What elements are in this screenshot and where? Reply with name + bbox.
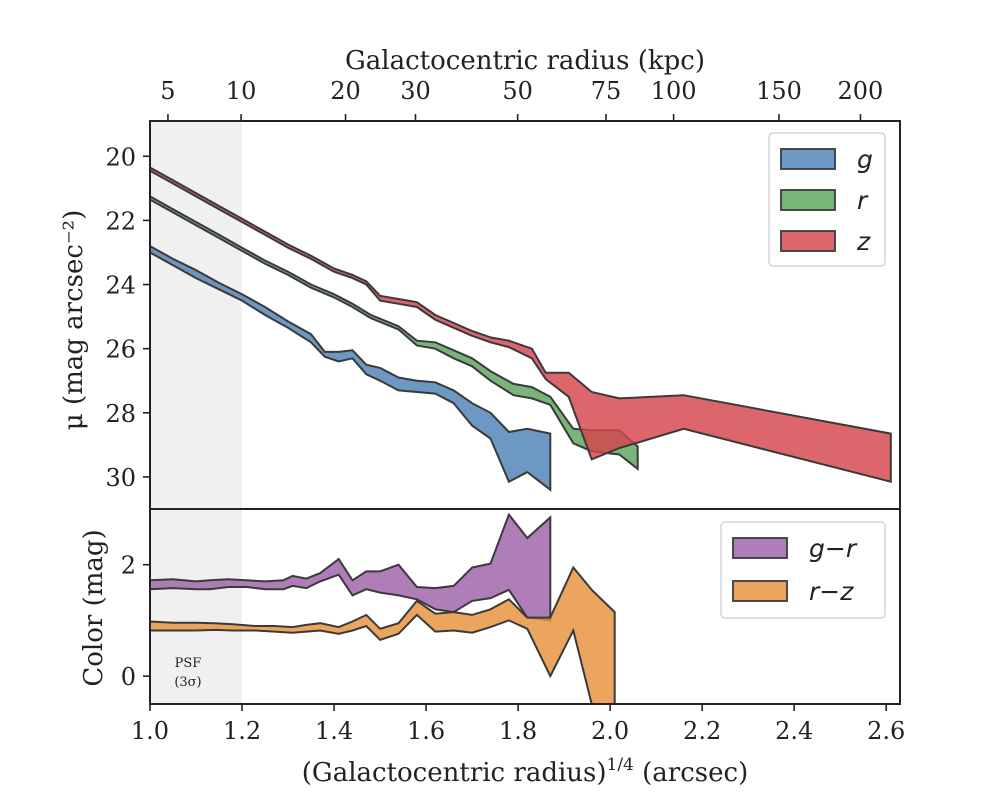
legend-top-label-1: r — [857, 186, 869, 215]
x-tick-label-2.0: 2.0 — [591, 717, 629, 745]
top-x-tick-label-50: 50 — [502, 77, 533, 105]
y-tick-label-top-28: 28 — [105, 400, 136, 428]
surface-brightness-panel: 20 22 24 26 28 30 5 10 20 30 50 75 100 150 200 grz — [105, 77, 901, 510]
top-x-tick-label-200: 200 — [838, 77, 884, 105]
y-tick-label-bottom-0: 0 — [121, 663, 136, 691]
top-x-tick-label-30: 30 — [400, 77, 431, 105]
x-axis-title-exponent: 1/4 — [607, 755, 634, 775]
psf-label-line-0: PSF — [175, 656, 202, 671]
legend-top: grz — [768, 132, 886, 267]
top-x-tick-label-75: 75 — [591, 77, 622, 105]
y-axis-title-bottom: Color (mag) — [79, 529, 109, 686]
x-axis-title: (Galactocentric radius)1/4 (arcsec) — [302, 755, 748, 788]
psf-label-line-1: (3σ) — [174, 675, 201, 690]
legend-bottom-box — [720, 521, 886, 619]
top-x-tick-label-20: 20 — [330, 77, 361, 105]
top-axis-title: Galactocentric radius (kpc) — [345, 46, 705, 76]
y-tick-label-top-24: 24 — [105, 272, 136, 300]
top-x-tick-label-10: 10 — [226, 77, 257, 105]
top-bands — [150, 166, 892, 492]
color-panel: 0 2 1.0 1.2 1.4 1.6 1.8 2.0 2.2 2.4 2.6 PSF (3σ) g−r r… — [121, 508, 905, 745]
psf-region-bottom — [150, 509, 243, 704]
y-tick-label-top-26: 26 — [105, 336, 136, 364]
psf-region-top — [150, 121, 243, 509]
x-tick-label-1.6: 1.6 — [407, 717, 445, 745]
y-tick-label-top-30: 30 — [105, 464, 136, 492]
y-tick-label-bottom-2: 2 — [121, 552, 136, 580]
legend-top-swatch-2 — [780, 230, 836, 252]
legend-bottom: g−r r−z — [720, 521, 886, 619]
top-x-tick-label-100: 100 — [651, 77, 697, 105]
x-tick-label-1.0: 1.0 — [131, 717, 169, 745]
x-tick-label-1.2: 1.2 — [223, 717, 261, 745]
band-g — [150, 244, 552, 492]
legend-top-swatch-1 — [780, 189, 836, 211]
top-x-tick-label-5: 5 — [160, 77, 175, 105]
legend-bottom-label-0: g−r — [809, 534, 858, 563]
x-tick-label-2.6: 2.6 — [867, 717, 905, 745]
band-z — [150, 166, 892, 483]
legend-bottom-swatch-1 — [732, 580, 788, 602]
legend-top-label-2: z — [856, 227, 871, 256]
axis-labels: Galactocentric radius (kpc) (Galactocent… — [59, 46, 748, 788]
y-tick-label-top-20: 20 — [105, 143, 136, 171]
y-tick-label-top-22: 22 — [105, 207, 136, 235]
x-tick-label-2.2: 2.2 — [683, 717, 721, 745]
bottom-panel-frame — [149, 508, 901, 705]
legend-bottom-swatch-0 — [732, 537, 788, 559]
band-r-minus-z — [150, 565, 616, 704]
bottom-bands — [150, 512, 616, 704]
x-axis-title-main: (Galactocentric radius) — [302, 758, 607, 788]
x-tick-label-1.8: 1.8 — [499, 717, 537, 745]
legend-top-label-0: g — [857, 145, 873, 174]
x-tick-label-1.4: 1.4 — [315, 717, 353, 745]
top-x-tick-label-150: 150 — [756, 77, 802, 105]
x-tick-label-2.4: 2.4 — [775, 717, 813, 745]
legend-bottom-label-1: r−z — [809, 577, 854, 606]
x-axis-title-unit: (arcsec) — [642, 758, 748, 788]
legend-top-swatch-0 — [780, 148, 836, 170]
band-r — [150, 195, 639, 471]
y-axis-title-top: μ (mag arcsec⁻²) — [59, 210, 89, 430]
